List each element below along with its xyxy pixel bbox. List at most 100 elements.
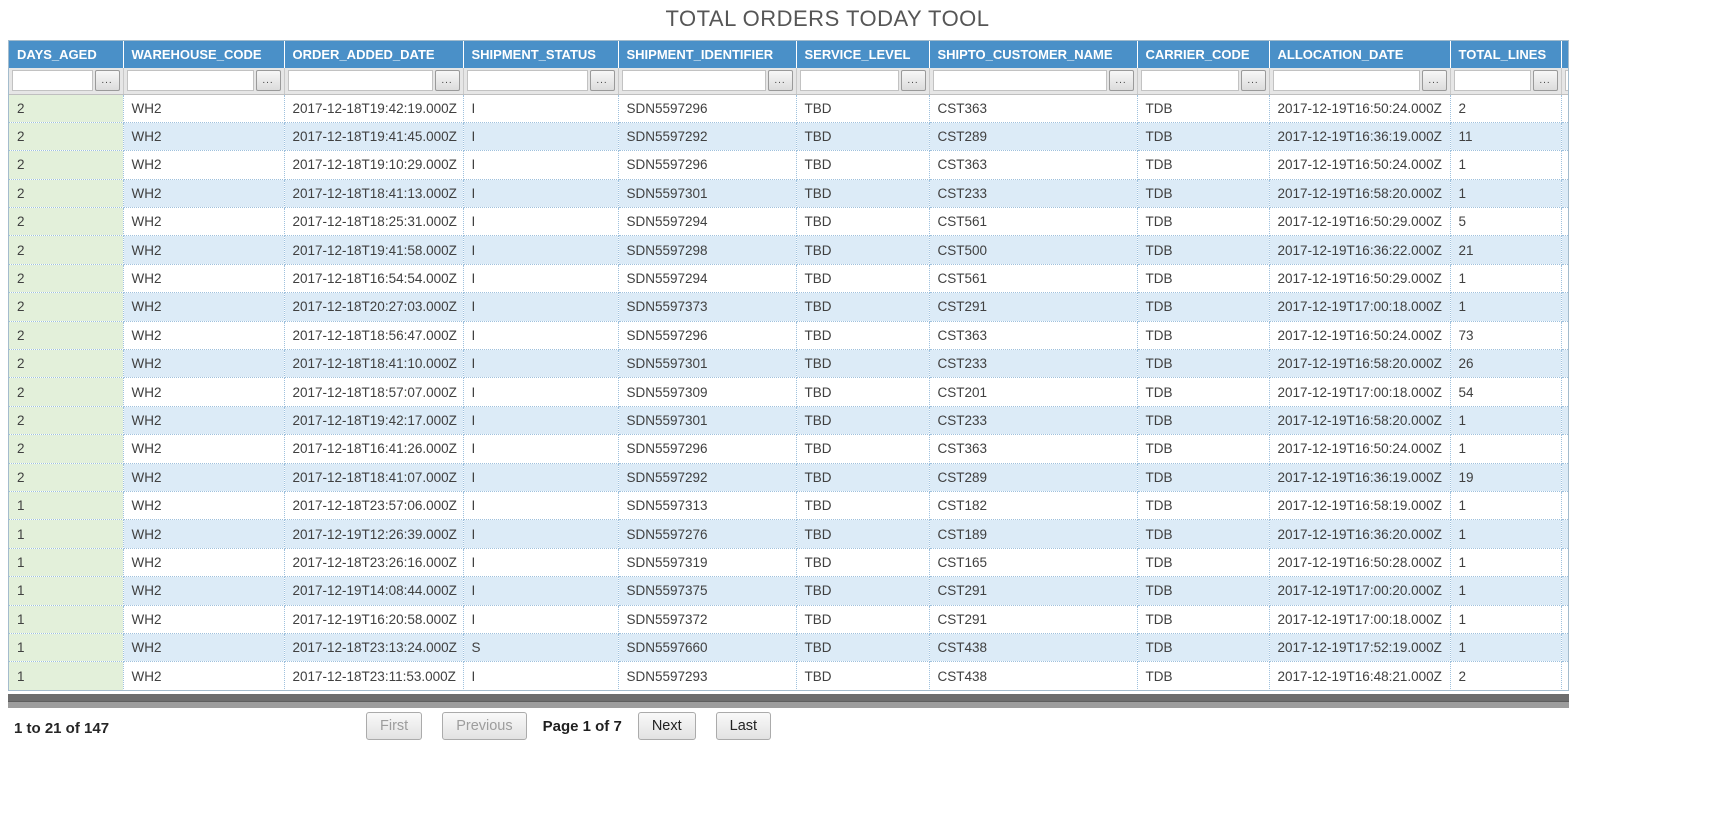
filter-input-overflow[interactable]: [1564, 70, 1568, 92]
column-header-total-lines[interactable]: TOTAL_LINES: [1450, 41, 1562, 68]
filter-options-button-shipto-customer-name[interactable]: ...: [1108, 70, 1134, 92]
cell-overflow: [1561, 321, 1568, 351]
column-header-allocation-date[interactable]: ALLOCATION_DATE: [1269, 41, 1451, 68]
cell-shipment-identifier: SDN5597292: [618, 463, 797, 492]
cell-shipment-identifier: SDN5597296: [618, 321, 797, 351]
cell-order-added-date: 2017-12-18T19:10:29.000Z: [284, 150, 464, 180]
cell-allocation-date: 2017-12-19T17:00:18.000Z: [1269, 605, 1451, 634]
column-header-shipment-status[interactable]: SHIPMENT_STATUS: [463, 41, 619, 68]
cell-warehouse-code: WH2: [123, 548, 285, 578]
column-header-days-aged[interactable]: DAYS_AGED: [9, 41, 124, 68]
cell-overflow: [1561, 349, 1568, 379]
column-header-overflow[interactable]: [1561, 41, 1568, 68]
cell-warehouse-code: WH2: [123, 463, 285, 492]
table-row[interactable]: 1 WH2 2017-12-18T23:13:24.000Z S SDN5597660 T…: [9, 633, 1568, 663]
cell-days-aged: 1: [9, 605, 124, 634]
cell-warehouse-code: WH2: [123, 321, 285, 351]
cell-shipto-customer-name: CST561: [929, 207, 1138, 237]
filter-options-button-shipment-status[interactable]: ...: [589, 70, 615, 92]
filter-options-button-warehouse-code[interactable]: ...: [255, 70, 281, 92]
filter-cell: ...: [123, 68, 285, 95]
filter-input-days-aged[interactable]: [12, 70, 93, 92]
cell-service-level: TBD: [796, 519, 930, 549]
cell-overflow: [1561, 150, 1568, 180]
table-row[interactable]: 2 WH2 2017-12-18T19:10:29.000Z I SDN5597296 T…: [9, 150, 1568, 180]
cell-service-level: TBD: [796, 605, 930, 634]
table-row[interactable]: 1 WH2 2017-12-19T16:20:58.000Z I SDN5597372 T…: [9, 605, 1568, 634]
filter-options-button-order-added-date[interactable]: ...: [434, 70, 460, 92]
cell-order-added-date: 2017-12-18T23:11:53.000Z: [284, 661, 464, 690]
column-header-warehouse-code[interactable]: WAREHOUSE_CODE: [123, 41, 285, 68]
table-body: 2 WH2 2017-12-18T19:42:19.000Z I SDN5597296 T…: [9, 94, 1568, 690]
cell-shipment-identifier: SDN5597294: [618, 264, 797, 294]
table-row[interactable]: 2 WH2 2017-12-18T18:41:07.000Z I SDN5597292 T…: [9, 463, 1568, 492]
cell-allocation-date: 2017-12-19T16:36:19.000Z: [1269, 122, 1451, 152]
table-row[interactable]: 1 WH2 2017-12-19T12:26:39.000Z I SDN5597276 T…: [9, 519, 1568, 549]
table-row[interactable]: 1 WH2 2017-12-18T23:11:53.000Z I SDN5597293 T…: [9, 661, 1568, 690]
table-row[interactable]: 2 WH2 2017-12-18T19:42:19.000Z I SDN5597296 T…: [9, 94, 1568, 123]
filter-options-button-shipment-identifier[interactable]: ...: [767, 70, 793, 92]
filter-options-button-carrier-code[interactable]: ...: [1240, 70, 1266, 92]
filter-options-button-allocation-date[interactable]: ...: [1421, 70, 1447, 92]
column-header-carrier-code[interactable]: CARRIER_CODE: [1137, 41, 1270, 68]
first-page-button[interactable]: First: [366, 712, 423, 740]
filter-input-total-lines[interactable]: [1453, 70, 1531, 92]
filter-input-carrier-code[interactable]: [1140, 70, 1239, 92]
table-row[interactable]: 2 WH2 2017-12-18T18:56:47.000Z I SDN5597296 T…: [9, 321, 1568, 351]
cell-shipment-status: I: [463, 519, 619, 549]
filter-input-allocation-date[interactable]: [1272, 70, 1420, 92]
filter-input-shipto-customer-name[interactable]: [932, 70, 1107, 92]
cell-shipment-status: I: [463, 661, 619, 690]
cell-carrier-code: TDB: [1137, 179, 1270, 209]
filter-input-shipment-identifier[interactable]: [621, 70, 766, 92]
table-row[interactable]: 2 WH2 2017-12-18T18:57:07.000Z I SDN5597309 T…: [9, 377, 1568, 407]
filter-input-warehouse-code[interactable]: [126, 70, 254, 92]
filter-options-button-total-lines[interactable]: ...: [1532, 70, 1558, 92]
filter-options-button-days-aged[interactable]: ...: [94, 70, 120, 92]
column-header-service-level[interactable]: SERVICE_LEVEL: [796, 41, 930, 68]
filter-row: .................................: [9, 68, 1568, 95]
cell-days-aged: 2: [9, 321, 124, 351]
table-row[interactable]: 2 WH2 2017-12-18T16:41:26.000Z I SDN5597296 T…: [9, 434, 1568, 464]
next-page-button[interactable]: Next: [637, 712, 696, 740]
cell-service-level: TBD: [796, 349, 930, 379]
filter-options-button-service-level[interactable]: ...: [900, 70, 926, 92]
scrollbar-thumb[interactable]: [8, 694, 1569, 702]
cell-warehouse-code: WH2: [123, 235, 285, 265]
filter-input-service-level[interactable]: [799, 70, 899, 92]
header-row: DAYS_AGED WAREHOUSE_CODE ORDER_ADDED_DATE S…: [9, 41, 1568, 68]
cell-total-lines: 26: [1450, 349, 1562, 379]
cell-days-aged: 1: [9, 491, 124, 521]
column-header-order-added-date[interactable]: ORDER_ADDED_DATE: [284, 41, 464, 68]
cell-shipment-identifier: SDN5597372: [618, 605, 797, 634]
table-row[interactable]: 2 WH2 2017-12-18T16:54:54.000Z I SDN5597294 T…: [9, 264, 1568, 294]
cell-shipment-status: I: [463, 377, 619, 407]
table-row[interactable]: 2 WH2 2017-12-18T19:41:58.000Z I SDN5597298 T…: [9, 235, 1568, 265]
cell-service-level: TBD: [796, 122, 930, 152]
last-page-button[interactable]: Last: [715, 712, 772, 740]
filter-cell: ...: [284, 68, 464, 95]
table-row[interactable]: 2 WH2 2017-12-18T18:41:10.000Z I SDN5597301 T…: [9, 349, 1568, 379]
table-row[interactable]: 1 WH2 2017-12-19T14:08:44.000Z I SDN5597375 T…: [9, 576, 1568, 606]
table-row[interactable]: 2 WH2 2017-12-18T18:41:13.000Z I SDN5597301 T…: [9, 179, 1568, 209]
filter-input-shipment-status[interactable]: [466, 70, 588, 92]
table-row[interactable]: 2 WH2 2017-12-18T20:27:03.000Z I SDN5597373 T…: [9, 292, 1568, 322]
table-row[interactable]: 1 WH2 2017-12-18T23:57:06.000Z I SDN5597313 T…: [9, 491, 1568, 521]
table-row[interactable]: 2 WH2 2017-12-18T19:42:17.000Z I SDN5597301 T…: [9, 406, 1568, 436]
cell-warehouse-code: WH2: [123, 94, 285, 123]
filter-input-order-added-date[interactable]: [287, 70, 433, 92]
table-row[interactable]: 2 WH2 2017-12-18T18:25:31.000Z I SDN5597294 T…: [9, 207, 1568, 237]
cell-shipment-identifier: SDN5597296: [618, 434, 797, 464]
cell-warehouse-code: WH2: [123, 150, 285, 180]
column-header-shipment-identifier[interactable]: SHIPMENT_IDENTIFIER: [618, 41, 797, 68]
cell-allocation-date: 2017-12-19T16:50:24.000Z: [1269, 434, 1451, 464]
cell-carrier-code: TDB: [1137, 150, 1270, 180]
orders-grid: DAYS_AGED WAREHOUSE_CODE ORDER_ADDED_DATE S…: [8, 40, 1569, 691]
table-row[interactable]: 2 WH2 2017-12-18T19:41:45.000Z I SDN5597292 T…: [9, 122, 1568, 152]
horizontal-scrollbar[interactable]: [8, 694, 1569, 708]
table-row[interactable]: 1 WH2 2017-12-18T23:26:16.000Z I SDN5597319 T…: [9, 548, 1568, 578]
previous-page-button[interactable]: Previous: [442, 712, 527, 740]
cell-warehouse-code: WH2: [123, 122, 285, 152]
column-header-shipto-customer-name[interactable]: SHIPTO_CUSTOMER_NAME: [929, 41, 1138, 68]
cell-total-lines: 1: [1450, 264, 1562, 294]
